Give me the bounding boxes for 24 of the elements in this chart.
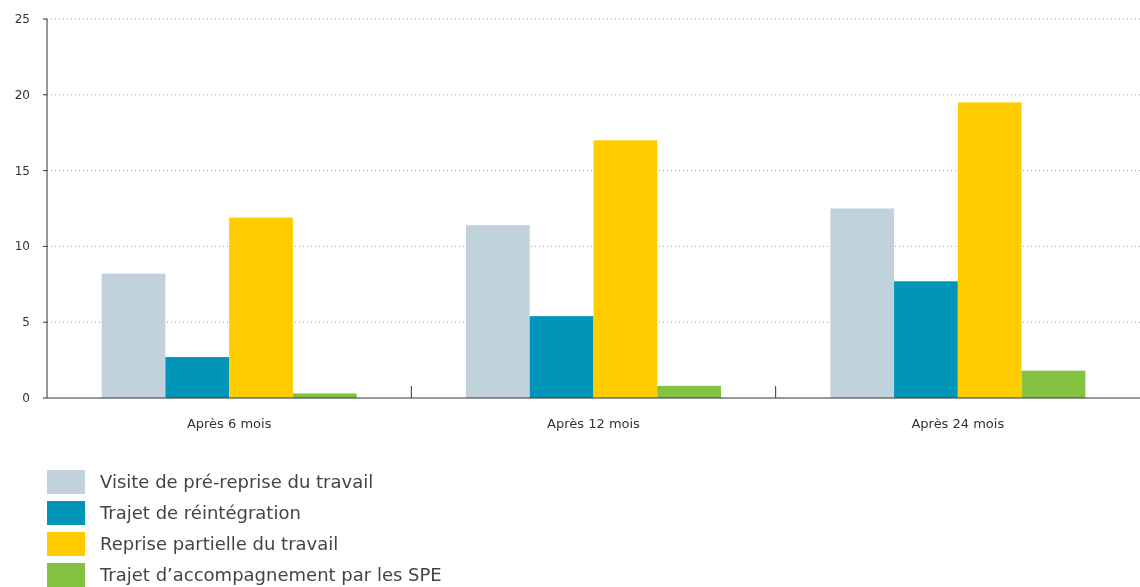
legend-label: Trajet d’accompagnement par les SPE	[99, 564, 442, 585]
bar	[657, 385, 722, 398]
legend-label: Trajet de réintégration	[99, 502, 301, 523]
bar	[894, 281, 958, 398]
y-tick-label: 25	[14, 12, 30, 26]
y-tick-label: 5	[22, 315, 30, 330]
y-tick-label: 10	[14, 239, 30, 254]
bar	[229, 217, 293, 398]
x-tick-label: Après 6 mois	[186, 416, 272, 431]
bar	[465, 225, 530, 398]
x-tick-label: Après 12 mois	[547, 416, 641, 431]
bar	[165, 357, 230, 398]
bar	[101, 273, 166, 398]
x-tick-label: Après 24 mois	[911, 416, 1005, 431]
bar	[830, 208, 895, 398]
y-tick-label: 0	[22, 391, 30, 405]
bar	[529, 316, 594, 398]
legend-label: Visite de pré-reprise du travail	[100, 471, 374, 492]
y-tick-label: 20	[14, 87, 30, 102]
legend-label: Reprise partielle du travail	[100, 533, 339, 554]
bar	[1021, 370, 1086, 398]
bar	[957, 102, 1022, 398]
y-tick-label: 15	[14, 163, 30, 178]
bar	[593, 140, 658, 398]
